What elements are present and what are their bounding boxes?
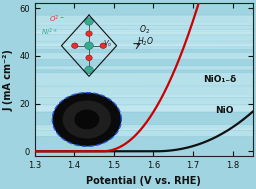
Circle shape bbox=[0, 86, 256, 98]
Text: NiO₁₋δ: NiO₁₋δ bbox=[203, 75, 236, 84]
Circle shape bbox=[0, 66, 256, 70]
Text: NiO: NiO bbox=[215, 106, 233, 115]
Circle shape bbox=[0, 128, 256, 137]
Circle shape bbox=[0, 43, 256, 49]
Circle shape bbox=[0, 23, 256, 32]
Circle shape bbox=[0, 41, 256, 47]
Circle shape bbox=[0, 31, 256, 43]
Circle shape bbox=[0, 29, 256, 35]
Circle shape bbox=[0, 95, 256, 112]
Circle shape bbox=[0, 73, 256, 87]
Circle shape bbox=[0, 125, 256, 130]
Circle shape bbox=[0, 105, 256, 112]
Text: $O_2$: $O_2$ bbox=[139, 23, 150, 36]
Circle shape bbox=[0, 52, 256, 60]
Text: $H_2O$: $H_2O$ bbox=[137, 36, 154, 48]
Circle shape bbox=[0, 15, 256, 25]
X-axis label: Potential (V vs. RHE): Potential (V vs. RHE) bbox=[86, 176, 201, 186]
Y-axis label: J (mA cm⁻²): J (mA cm⁻²) bbox=[4, 49, 14, 111]
